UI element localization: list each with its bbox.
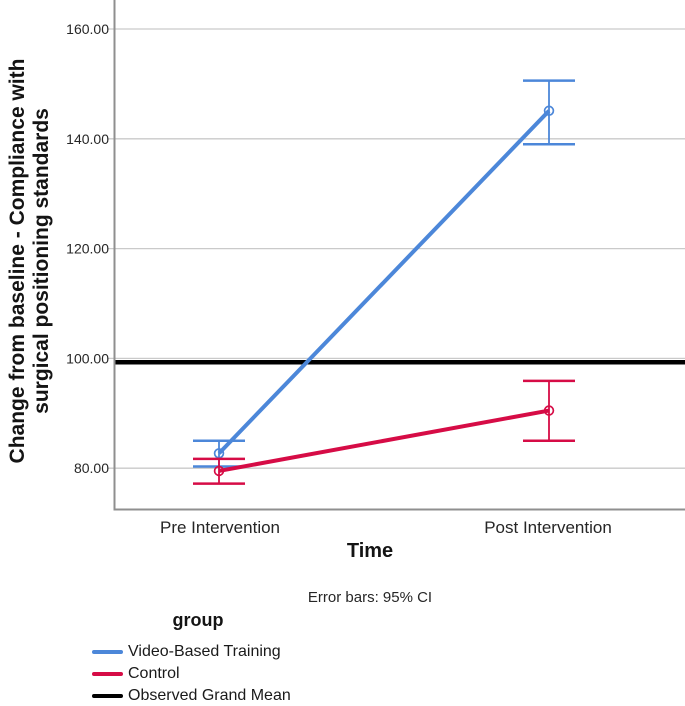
plot-canvas: 80.00 100.00 120.00 140.00 160.00 <box>66 0 685 511</box>
error-bars-footnote: Error bars: 95% CI <box>307 589 433 606</box>
y-tick-label: 160.00 <box>66 21 109 37</box>
legend-swatch-video-based-training <box>92 649 123 655</box>
x-tick-label-pre-intervention: Pre Intervention <box>159 518 281 537</box>
data-point-marker <box>543 105 555 117</box>
series-line <box>217 109 551 455</box>
y-axis-title: Change from baseline - Compliance with s… <box>6 59 54 464</box>
y-tick-label: 140.00 <box>66 131 109 147</box>
legend-label: Control <box>128 665 180 682</box>
y-tick-label: 120.00 <box>66 241 109 257</box>
legend: Video-Based Training Control Observed Gr… <box>92 641 291 706</box>
legend-title: group <box>172 610 224 630</box>
legend-entry-observed-grand-mean: Observed Grand Mean <box>92 685 291 706</box>
legend-label: Video-Based Training <box>128 643 281 660</box>
legend-label: Observed Grand Mean <box>128 687 291 704</box>
x-axis-title: Time <box>346 540 394 562</box>
x-tick-label-post-intervention: Post Intervention <box>484 518 612 537</box>
legend-entry-control: Control <box>92 663 291 685</box>
y-axis-title-line-2: surgical positioning standards <box>30 108 53 414</box>
series-line <box>218 408 550 473</box>
data-point-marker <box>543 405 555 416</box>
data-point-marker <box>213 465 225 477</box>
y-axis-title-line-1: Change from baseline - Compliance with <box>6 58 29 464</box>
y-tick-label: 100.00 <box>66 350 109 366</box>
legend-entry-video-based-training: Video-Based Training <box>92 641 291 663</box>
y-tick-label: 80.00 <box>74 460 109 476</box>
legend-swatch-observed-grand-mean <box>92 693 123 699</box>
legend-swatch-control <box>92 671 123 677</box>
